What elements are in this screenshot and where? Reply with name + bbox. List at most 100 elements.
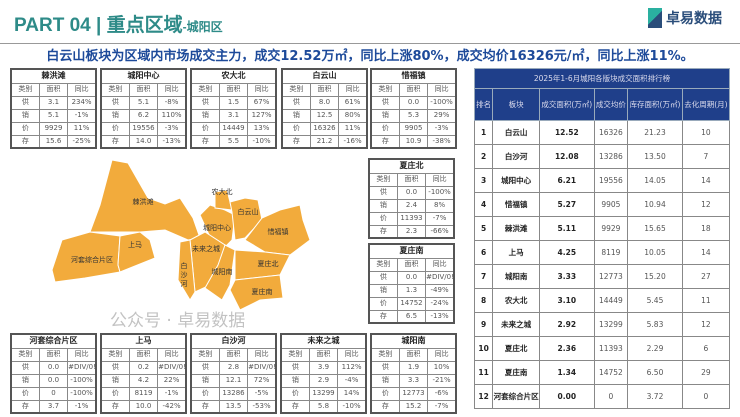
table-row: 价 9929 11% bbox=[10, 121, 97, 136]
yoy-cell: -16% bbox=[338, 134, 368, 149]
column-header: 类别 bbox=[100, 82, 130, 97]
yoy-cell: -49% bbox=[425, 283, 455, 298]
ranking-cell: 白云山 bbox=[492, 120, 540, 145]
table-row: 销 3.1 127% bbox=[190, 108, 277, 123]
yoy-cell: -100% bbox=[67, 386, 97, 401]
table-row: 价 16326 11% bbox=[281, 121, 368, 136]
column-header: 类别 bbox=[10, 347, 40, 362]
ranking-cell: 城阳南 bbox=[492, 264, 540, 289]
area-cell: 21.2 bbox=[309, 134, 340, 149]
page-title: PART 04 | 重点区域-城阳区 bbox=[14, 15, 223, 36]
ranking-cell: 19556 bbox=[593, 168, 629, 193]
column-header: 面积 bbox=[128, 82, 159, 97]
block-name: 夏庄北 bbox=[368, 158, 455, 174]
block-table: 白云山 类别 面积 同比供 8.0 61% 销 12.5 80% 价 16326 11% 存 21.2 -1… bbox=[281, 68, 368, 149]
column-header: 同比 bbox=[67, 347, 97, 362]
table-row: 销 12.1 72% bbox=[190, 373, 277, 388]
table-row: 存 21.2 -16% bbox=[281, 134, 368, 149]
block-table: 棘洪滩 类别 面积 同比供 3.1 234% 销 5.1 -1% 价 9929 11% 存 15.6 -25… bbox=[10, 68, 97, 149]
yoy-cell: -8% bbox=[157, 95, 187, 110]
yoy-cell: 112% bbox=[337, 360, 367, 375]
map-region-label: 未来之城 bbox=[192, 245, 220, 253]
yoy-cell: 29% bbox=[427, 108, 457, 123]
row-label: 销 bbox=[10, 108, 40, 123]
table-row: 价 12773 -6% bbox=[370, 386, 457, 401]
row-label: 价 bbox=[368, 211, 398, 226]
ranking-cell: 5.27 bbox=[538, 192, 595, 217]
area-cell: 14.0 bbox=[128, 134, 159, 149]
area-cell: 11393 bbox=[396, 211, 427, 226]
table-row: 价 9905 -3% bbox=[370, 121, 457, 136]
row-label: 存 bbox=[10, 399, 40, 414]
ranking-cell: 4 bbox=[473, 192, 494, 217]
column-header: 同比 bbox=[425, 257, 455, 272]
ranking-row: 11 夏庄南 1.34 14752 6.50 29 bbox=[473, 360, 731, 385]
ranking-cell: 10 bbox=[681, 120, 731, 145]
row-label: 销 bbox=[100, 108, 130, 123]
column-header: 类别 bbox=[190, 347, 220, 362]
area-cell: 13299 bbox=[308, 386, 339, 401]
area-cell: 3.3 bbox=[398, 373, 429, 388]
table-row: 价 0 -100% bbox=[10, 386, 97, 401]
yoy-cell: -1% bbox=[67, 399, 97, 414]
column-header: 类别 bbox=[370, 347, 400, 362]
yoy-cell: -5% bbox=[247, 386, 277, 401]
table-row: 价 13299 14% bbox=[280, 386, 367, 401]
yoy-cell: -100% bbox=[427, 95, 457, 110]
row-label: 供 bbox=[370, 95, 400, 110]
row-label: 供 bbox=[10, 95, 40, 110]
area-cell: 2.8 bbox=[218, 360, 249, 375]
area-cell: 1.5 bbox=[218, 95, 249, 110]
row-label: 价 bbox=[370, 121, 400, 136]
brand-logo: 卓易数据 bbox=[648, 8, 722, 28]
table-row: 销 4.2 22% bbox=[100, 373, 187, 388]
yoy-cell: -4% bbox=[337, 373, 367, 388]
table-row: 供 8.0 61% bbox=[281, 95, 368, 110]
ranking-column-header: 去化周期(月) bbox=[681, 88, 731, 121]
column-header: 同比 bbox=[427, 347, 457, 362]
yoy-cell: -7% bbox=[425, 211, 455, 226]
yoy-cell: -21% bbox=[427, 373, 457, 388]
area-cell: 14752 bbox=[396, 296, 427, 311]
headline: 白云山板块为区域内市场成交主力，成交12.52万㎡，同比上涨80%，成交均价16… bbox=[46, 49, 694, 64]
table-row: 供 0.2 #DIV/0! bbox=[100, 360, 187, 375]
block-table: 夏庄南 类别 面积 同比供 0.0 #DIV/0! 销 1.3 -49% 价 14752 -24% 存 6… bbox=[368, 243, 455, 324]
ranking-cell: 5 bbox=[473, 216, 494, 241]
yoy-cell: 11% bbox=[338, 121, 368, 136]
area-cell: 1.9 bbox=[398, 360, 429, 375]
block-table: 惜福镇 类别 面积 同比供 0.0 -100% 销 5.3 29% 价 9905 -3% 存 10.9 -3… bbox=[370, 68, 457, 149]
row-label: 存 bbox=[280, 399, 310, 414]
area-cell: 0.0 bbox=[396, 185, 427, 200]
ranking-cell: 12.08 bbox=[538, 144, 595, 169]
block-name: 白沙河 bbox=[190, 333, 277, 349]
block-name: 棘洪滩 bbox=[10, 68, 97, 84]
column-header: 面积 bbox=[38, 347, 69, 362]
area-cell: 5.3 bbox=[398, 108, 429, 123]
yoy-cell: 72% bbox=[247, 373, 277, 388]
column-header: 面积 bbox=[38, 82, 69, 97]
block-name: 白云山 bbox=[281, 68, 368, 84]
table-row: 供 1.9 10% bbox=[370, 360, 457, 375]
ranking-cell: 3.72 bbox=[627, 384, 683, 409]
area-cell: 0.2 bbox=[128, 360, 159, 375]
area-cell: 1.3 bbox=[396, 283, 427, 298]
ranking-cell: 15.65 bbox=[627, 216, 683, 241]
row-label: 价 bbox=[368, 296, 398, 311]
ranking-row: 6 上马 4.25 8119 10.05 14 bbox=[473, 240, 731, 265]
ranking-cell: 6 bbox=[681, 336, 731, 361]
table-row: 价 14752 -24% bbox=[368, 296, 455, 311]
row-label: 存 bbox=[281, 134, 311, 149]
column-header: 面积 bbox=[396, 257, 427, 272]
row-label: 供 bbox=[281, 95, 311, 110]
ranking-cell: 7 bbox=[681, 144, 731, 169]
ranking-cell: 6.21 bbox=[538, 168, 595, 193]
ranking-row: 3 城阳中心 6.21 19556 14.05 14 bbox=[473, 168, 731, 193]
area-cell: 2.3 bbox=[396, 224, 427, 239]
yoy-cell: -100% bbox=[425, 185, 455, 200]
row-label: 存 bbox=[100, 134, 130, 149]
row-label: 供 bbox=[368, 270, 398, 285]
row-label: 销 bbox=[368, 283, 398, 298]
column-header: 类别 bbox=[370, 82, 400, 97]
row-label: 价 bbox=[370, 386, 400, 401]
table-row: 存 15.6 -25% bbox=[10, 134, 97, 149]
